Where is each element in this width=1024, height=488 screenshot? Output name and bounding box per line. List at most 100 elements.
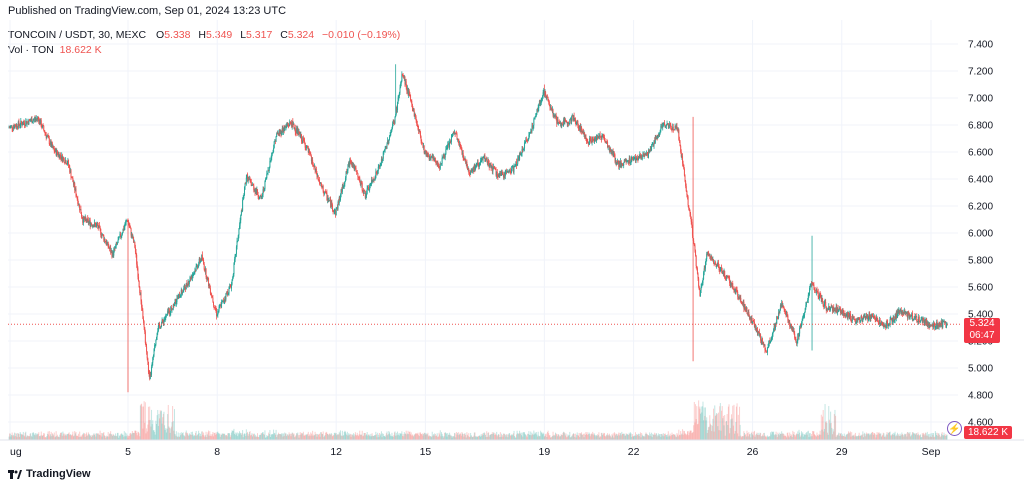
candle-body bbox=[358, 177, 360, 178]
candle-body bbox=[718, 267, 720, 271]
candle-body bbox=[755, 327, 757, 330]
volume-bar bbox=[102, 433, 104, 440]
volume-label[interactable]: Vol · TON bbox=[8, 44, 54, 56]
candle-body bbox=[141, 301, 143, 308]
candle-body bbox=[646, 152, 648, 155]
volume-bar bbox=[856, 436, 858, 440]
volume-bar bbox=[599, 437, 601, 440]
volume-bar bbox=[424, 432, 426, 440]
volume-bar bbox=[71, 434, 73, 440]
candle-body bbox=[805, 301, 807, 305]
candle-body bbox=[889, 319, 891, 325]
volume-bar bbox=[634, 435, 636, 440]
candle-body bbox=[529, 133, 530, 135]
volume-bar bbox=[566, 437, 568, 440]
candle-body bbox=[467, 168, 469, 170]
candle-body bbox=[509, 169, 511, 173]
candle-body bbox=[505, 171, 507, 172]
candle-body bbox=[224, 298, 226, 300]
candle-body bbox=[620, 161, 622, 167]
volume-bar bbox=[142, 428, 144, 440]
volume-bar bbox=[501, 435, 503, 440]
volume-bar bbox=[41, 435, 43, 440]
volume-bar bbox=[405, 433, 407, 440]
volume-bar bbox=[165, 432, 167, 440]
volume-bar bbox=[372, 436, 374, 440]
candle-body bbox=[679, 141, 681, 147]
candle-body bbox=[377, 170, 379, 173]
candle-body bbox=[625, 158, 627, 163]
volume-bar bbox=[72, 436, 74, 440]
tradingview-brand[interactable]: TradingView bbox=[8, 468, 91, 480]
volume-bar bbox=[772, 432, 774, 440]
volume-bar bbox=[82, 434, 84, 440]
volume-bar bbox=[94, 433, 96, 440]
candle-body bbox=[336, 207, 338, 209]
volume-bar bbox=[90, 435, 92, 440]
volume-bar bbox=[680, 431, 682, 440]
candle-body bbox=[240, 214, 242, 221]
candle-body bbox=[900, 309, 902, 312]
volume-bar bbox=[632, 436, 634, 440]
candle-body bbox=[835, 310, 837, 312]
candle-body bbox=[419, 131, 421, 137]
candle-body bbox=[414, 113, 416, 117]
candle-body bbox=[686, 191, 688, 196]
candle-body bbox=[605, 141, 607, 143]
volume-bar bbox=[308, 436, 310, 440]
volume-bar bbox=[812, 431, 814, 440]
candle-body bbox=[586, 141, 588, 142]
volume-bar bbox=[853, 435, 855, 440]
candle-body bbox=[561, 123, 563, 125]
candle-body bbox=[142, 310, 144, 319]
volume-bar bbox=[274, 434, 276, 440]
volume-bar bbox=[74, 431, 76, 440]
candle-body bbox=[209, 285, 211, 289]
candle-body bbox=[916, 316, 918, 322]
candle-body bbox=[19, 124, 21, 126]
volume-bar bbox=[934, 436, 936, 440]
candle-body bbox=[723, 271, 725, 276]
volume-bar bbox=[672, 434, 674, 440]
candle-body bbox=[374, 179, 376, 181]
candle-body bbox=[501, 171, 503, 173]
candle-body bbox=[372, 179, 374, 182]
candle-body bbox=[729, 283, 731, 286]
volume-bar bbox=[633, 436, 635, 440]
volume-bar bbox=[804, 434, 806, 440]
candle-body bbox=[349, 159, 351, 166]
candle-body bbox=[518, 157, 520, 160]
volume-bar bbox=[723, 425, 725, 440]
symbol-label[interactable]: TONCOIN / USDT, 30, MEXC bbox=[8, 29, 147, 41]
close-value: 5.324 bbox=[287, 29, 315, 41]
volume-bar bbox=[469, 436, 471, 440]
candle-body bbox=[193, 272, 195, 274]
volume-bar bbox=[604, 435, 606, 440]
candle-body bbox=[110, 251, 112, 253]
volume-bar bbox=[507, 437, 509, 440]
volume-bar bbox=[460, 435, 462, 440]
volume-bar bbox=[291, 433, 293, 440]
candle-body bbox=[499, 172, 501, 176]
volume-bar bbox=[128, 435, 130, 440]
volume-bar bbox=[398, 435, 400, 440]
volume-bar bbox=[9, 433, 11, 440]
volume-bar bbox=[735, 406, 737, 440]
candle-body bbox=[27, 121, 29, 125]
volume-bar bbox=[532, 434, 534, 440]
volume-bar bbox=[628, 432, 630, 440]
volume-bar bbox=[13, 436, 15, 440]
candle-body bbox=[522, 149, 524, 151]
volume-bar bbox=[449, 432, 451, 440]
candle-body bbox=[504, 174, 506, 177]
volume-bar bbox=[613, 432, 615, 440]
lightning-icon[interactable]: ⚡ bbox=[947, 421, 962, 436]
candle-body bbox=[695, 250, 697, 256]
volume-bar bbox=[300, 434, 302, 440]
volume-bar bbox=[480, 434, 482, 440]
candle-body bbox=[843, 313, 845, 316]
volume-bar bbox=[185, 430, 187, 440]
candle-body bbox=[602, 134, 604, 137]
volume-bar bbox=[761, 434, 763, 440]
